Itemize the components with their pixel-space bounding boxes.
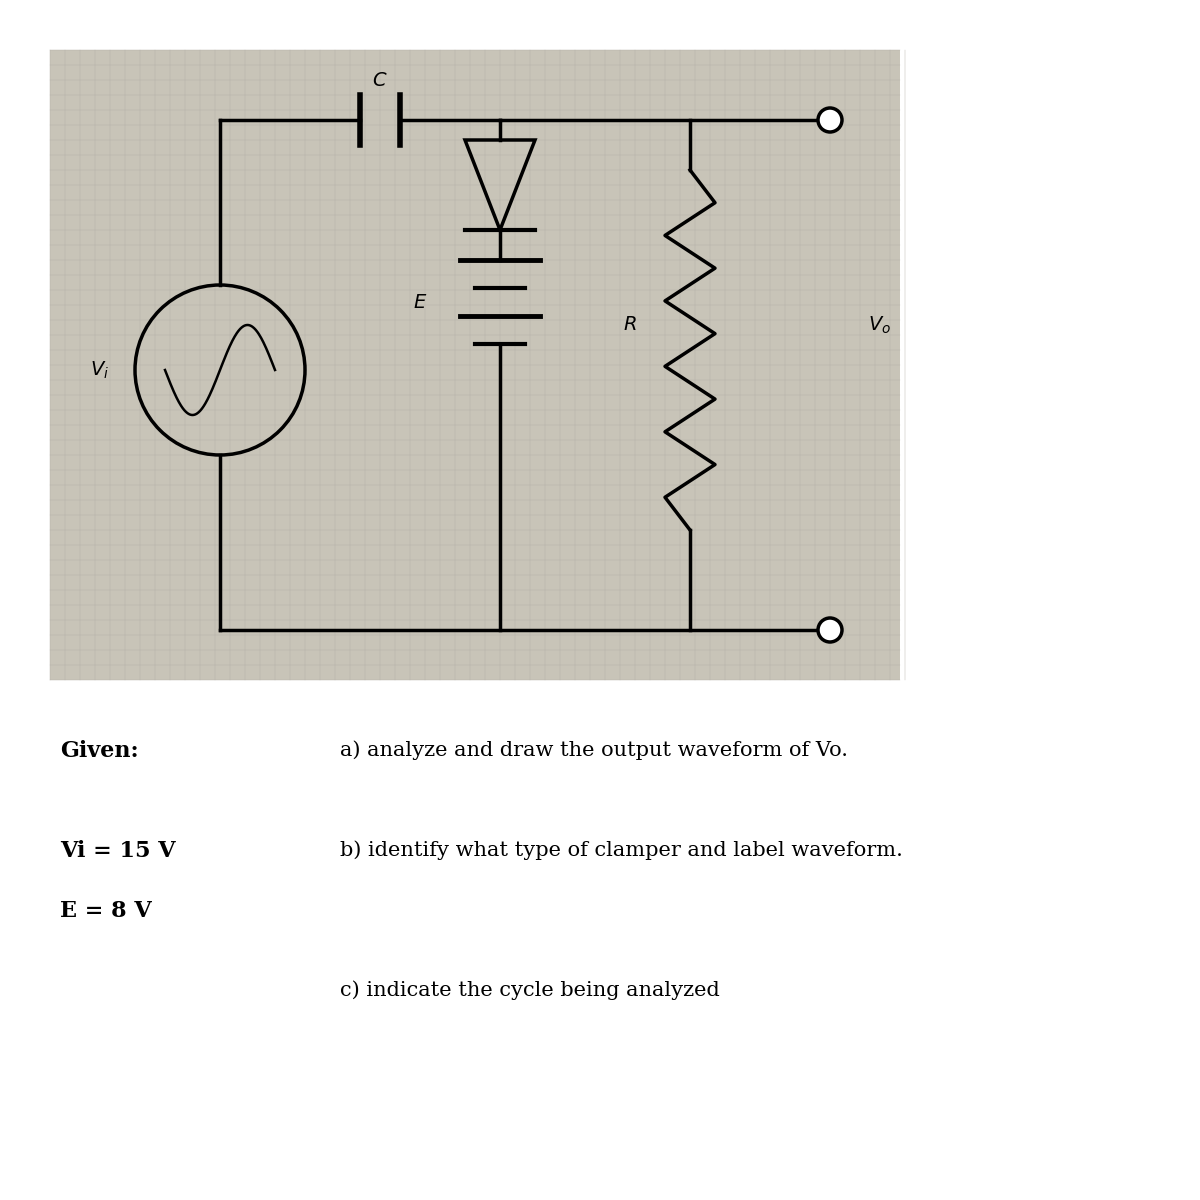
Text: Given:: Given:: [60, 740, 139, 762]
Text: $\mathit{C}$: $\mathit{C}$: [372, 71, 388, 90]
Text: $\mathit{V_i}$: $\mathit{V_i}$: [90, 359, 109, 380]
Text: $\mathit{E}$: $\mathit{E}$: [413, 293, 427, 312]
Bar: [50, 50, 900, 680]
Text: a) analyze and draw the output waveform of Vo.: a) analyze and draw the output waveform …: [340, 740, 848, 760]
Text: E = 8 V: E = 8 V: [60, 900, 151, 922]
Text: $\mathit{R}$: $\mathit{R}$: [623, 316, 637, 335]
Text: b) identify what type of clamper and label waveform.: b) identify what type of clamper and lab…: [340, 840, 902, 859]
Text: Vi = 15 V: Vi = 15 V: [60, 840, 175, 862]
Circle shape: [818, 618, 842, 642]
Text: c) indicate the cycle being analyzed: c) indicate the cycle being analyzed: [340, 980, 720, 1000]
Text: $\mathit{V_o}$: $\mathit{V_o}$: [869, 314, 892, 336]
Circle shape: [818, 108, 842, 132]
